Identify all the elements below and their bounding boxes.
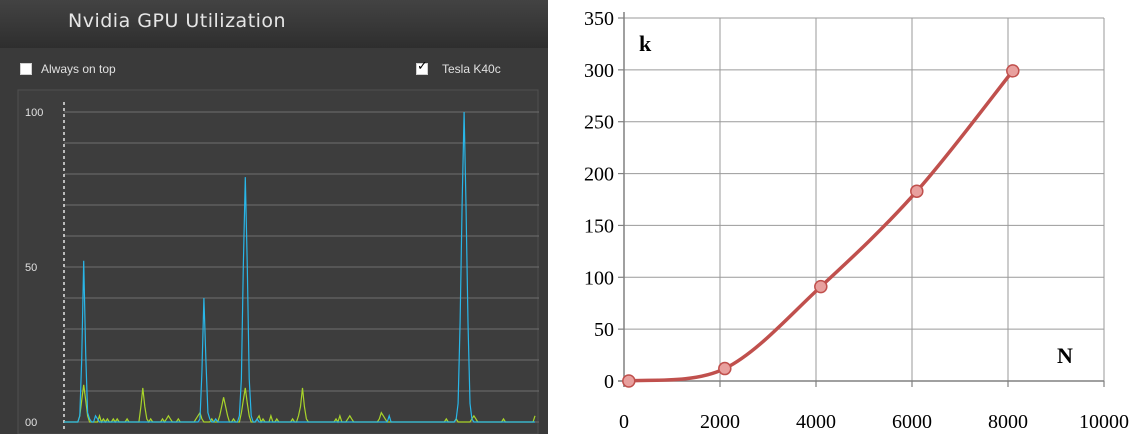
x-axis-label: N	[1057, 343, 1073, 368]
always-on-top-label: Always on top	[41, 62, 116, 76]
options-bar: Always on top ✓ Tesla K40c	[0, 48, 548, 88]
x-tick-label: 4000	[796, 411, 836, 433]
data-point	[718, 361, 732, 376]
y-tick-label: 200	[584, 164, 614, 186]
checkmark-icon: ✓	[417, 59, 428, 74]
series-line	[627, 69, 1015, 383]
data-point	[1006, 64, 1020, 78]
y-tick-label: 00	[25, 417, 37, 429]
device-checkbox[interactable]: ✓	[416, 59, 428, 75]
k-vs-n-chart: 0 2000 4000 6000 8000 10000 0 50 100 150 200 250 300…	[584, 8, 1129, 433]
x-tick-label: 0	[619, 411, 629, 433]
y-tick-label: 50	[594, 319, 614, 341]
data-point	[814, 279, 828, 294]
gpu-utilization-window: Nvidia GPU Utilization Always on top ✓ T…	[0, 0, 548, 434]
window-titlebar[interactable]: Nvidia GPU Utilization	[0, 0, 548, 48]
x-tick-label: 10000	[1079, 411, 1129, 433]
device-label: Tesla K40c	[442, 62, 501, 76]
y-tick-label: 300	[584, 60, 614, 82]
always-on-top-checkbox[interactable]	[20, 63, 32, 75]
x-tick-label: 6000	[892, 411, 932, 433]
y-tick-label: 50	[25, 262, 37, 274]
y-axis-label: k	[639, 31, 652, 56]
plot-area	[17, 89, 539, 434]
data-point	[622, 374, 636, 388]
x-tick-label: 8000	[988, 411, 1028, 433]
window-title: Nvidia GPU Utilization	[68, 10, 287, 32]
series-line-primary	[64, 111, 535, 423]
y-tick-label: 250	[584, 112, 614, 134]
x-tick-label: 2000	[700, 411, 740, 433]
y-tick-label: 0	[604, 371, 614, 393]
y-tick-label: 100	[584, 267, 614, 289]
y-tick-label: 100	[25, 107, 43, 119]
data-point	[910, 184, 924, 198]
gpu-utilization-chart: 100 50 00	[17, 89, 539, 434]
y-tick-label: 350	[584, 8, 614, 30]
y-tick-label: 150	[584, 215, 614, 237]
